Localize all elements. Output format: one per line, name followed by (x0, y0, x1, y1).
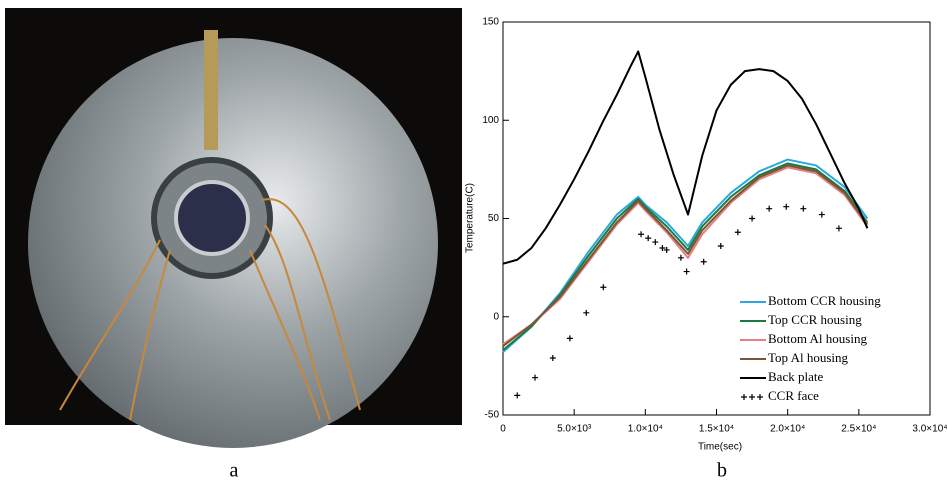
y-axis-label: Temperature(C) (465, 183, 476, 253)
legend-label: Bottom CCR housing (768, 293, 881, 308)
marker (677, 254, 684, 261)
marker (532, 374, 539, 381)
series-line (502, 158, 869, 353)
y-tick-label: 100 (482, 115, 499, 126)
y-tick-label: 50 (488, 213, 500, 224)
marker (514, 392, 521, 399)
legend-label: Bottom Al housing (768, 331, 867, 346)
y-tick-label: 150 (482, 17, 499, 28)
reflector (174, 180, 250, 256)
legend-symbol (741, 394, 747, 400)
marker (749, 215, 756, 222)
legend-label: Top CCR housing (768, 312, 862, 327)
x-tick-label: 3.0×10⁴ (912, 424, 947, 435)
marker (766, 205, 773, 212)
marker (652, 239, 659, 246)
marker (800, 205, 807, 212)
legend-label: CCR face (768, 388, 819, 403)
x-tick-label: 2.0×10⁴ (770, 424, 805, 435)
marker (734, 229, 741, 236)
marker (818, 211, 825, 218)
x-tick-label: 5.0×10³ (557, 424, 592, 435)
legend-label: Top Al housing (768, 350, 848, 365)
marker (783, 203, 790, 210)
x-tick-label: 1.0×10⁴ (628, 424, 663, 435)
x-tick-label: 1.5×10⁴ (699, 424, 734, 435)
marker (549, 355, 556, 362)
marker (717, 243, 724, 250)
x-axis-label: Time(sec) (698, 442, 742, 453)
legend-label: Back plate (768, 369, 823, 384)
series-line (502, 162, 869, 351)
marker (600, 284, 607, 291)
x-tick-label: 0 (500, 424, 506, 435)
caption: b (717, 460, 727, 482)
series-line (502, 50, 869, 265)
wires (59, 198, 361, 421)
marker (645, 235, 652, 242)
x-tick-label: 2.5×10⁴ (841, 424, 876, 435)
legend-symbol (749, 394, 755, 400)
series-line (502, 164, 869, 348)
series-line (502, 166, 869, 346)
marker (659, 244, 666, 251)
marker (700, 258, 707, 265)
marker (583, 309, 590, 316)
marker (683, 268, 690, 275)
caption: a (230, 460, 239, 482)
sensor-rod (204, 30, 218, 150)
y-tick-label: 0 (493, 311, 499, 322)
marker (835, 225, 842, 232)
y-tick-label: -50 (485, 410, 500, 421)
photo (5, 8, 462, 448)
marker (638, 231, 645, 238)
marker (663, 246, 670, 253)
legend-symbol (757, 394, 763, 400)
marker (566, 335, 573, 342)
